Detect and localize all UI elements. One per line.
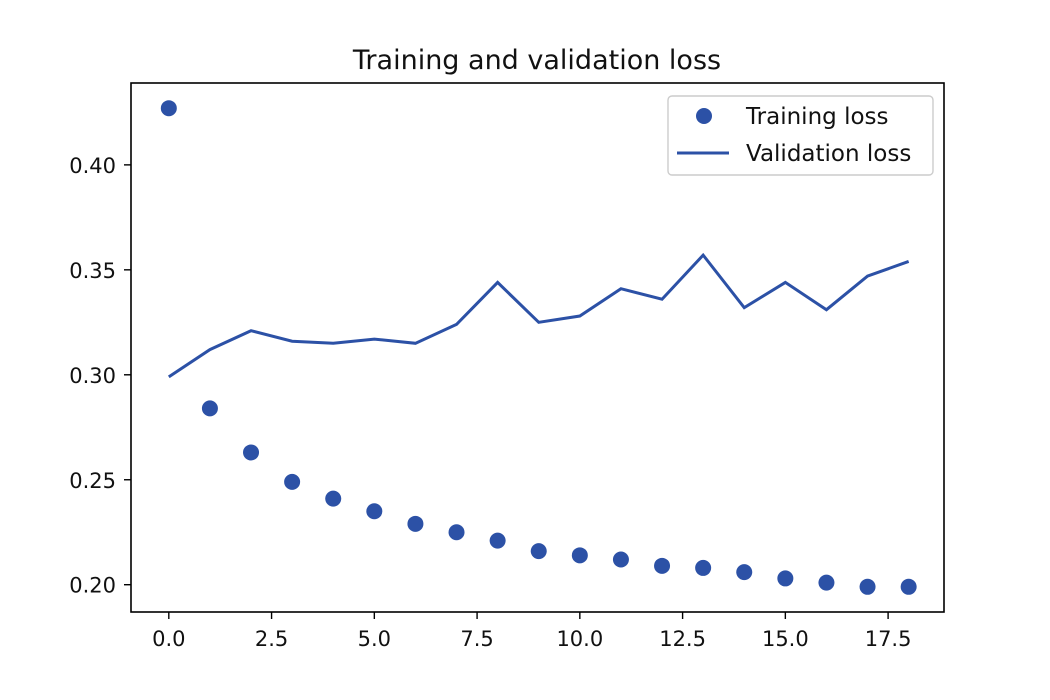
chart-title: Training and validation loss — [352, 45, 721, 76]
x-tick-label: 0.0 — [152, 627, 185, 651]
legend-label-validation: Validation loss — [746, 141, 911, 167]
training-loss-point — [612, 551, 629, 568]
training-loss-point — [530, 543, 547, 560]
x-tick-label: 12.5 — [659, 627, 706, 651]
legend-box — [667, 95, 934, 176]
validation-loss-line — [167, 252, 910, 379]
legend-label-training: Training loss — [745, 104, 889, 130]
axes-frame — [130, 82, 945, 613]
y-tick-label: 0.35 — [69, 259, 116, 283]
x-tick-label: 10.0 — [556, 627, 603, 651]
training-loss-point — [736, 564, 753, 581]
y-tick-label: 0.40 — [69, 154, 116, 178]
plot-area — [130, 82, 945, 613]
training-loss-point — [654, 557, 671, 574]
legend-marker-training — [696, 108, 712, 124]
y-tick-label: 0.20 — [69, 574, 116, 598]
training-loss-point — [448, 524, 465, 541]
training-loss-point — [243, 444, 260, 461]
x-tick-label: 7.5 — [460, 627, 493, 651]
x-tick-label: 5.0 — [358, 627, 391, 651]
training-loss-point — [695, 559, 712, 576]
y-tick-label: 0.30 — [69, 364, 116, 388]
x-tick-label: 15.0 — [762, 627, 809, 651]
training-loss-point — [325, 490, 342, 507]
x-axis: 0.0 2.5 5.0 7.5 10.0 12.5 15.0 17.5 — [152, 612, 911, 651]
training-loss-point — [489, 532, 506, 549]
training-loss-point — [900, 578, 917, 595]
training-loss-point — [201, 400, 218, 417]
training-loss-point — [160, 100, 177, 117]
x-tick-label: 17.5 — [865, 627, 912, 651]
training-loss-point — [366, 503, 383, 520]
training-loss-point — [571, 547, 588, 564]
training-loss-point — [284, 473, 301, 490]
legend: Training loss Validation loss — [667, 95, 934, 176]
y-tick-label: 0.25 — [69, 469, 116, 493]
training-loss-point — [859, 578, 876, 595]
training-loss-point — [407, 515, 424, 532]
series-layer — [160, 100, 917, 595]
y-axis: 0.20 0.25 0.30 0.35 0.40 — [69, 154, 131, 598]
training-loss-point — [777, 570, 794, 587]
training-loss-point — [818, 574, 835, 591]
x-tick-label: 2.5 — [255, 627, 288, 651]
